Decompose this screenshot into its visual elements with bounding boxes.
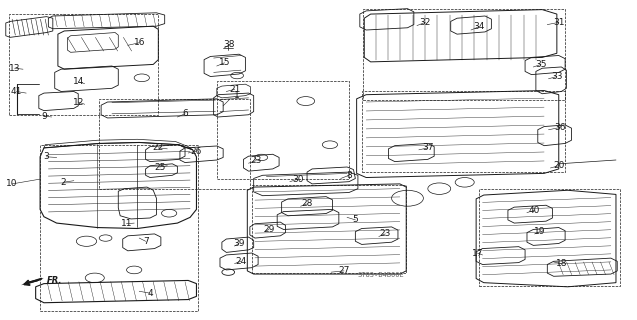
Text: 10: 10: [6, 180, 18, 188]
Text: 23: 23: [250, 156, 262, 165]
Text: 26: 26: [190, 147, 202, 156]
Text: 33: 33: [551, 72, 562, 81]
Bar: [478, 189, 620, 286]
Text: 31: 31: [553, 18, 564, 27]
Text: 32: 32: [420, 18, 431, 27]
Text: 40: 40: [529, 206, 540, 215]
Bar: [363, 9, 565, 100]
Bar: [252, 185, 406, 273]
Text: 11: 11: [121, 219, 132, 228]
Text: 23: 23: [380, 229, 391, 238]
Text: 17: 17: [471, 249, 483, 258]
Text: 30: 30: [292, 175, 304, 184]
Text: 8: 8: [346, 171, 352, 180]
Text: 16: 16: [134, 38, 145, 47]
Text: 20: 20: [553, 161, 564, 170]
Text: 22: 22: [153, 143, 164, 152]
Text: 19: 19: [534, 227, 545, 236]
Text: 7: 7: [143, 237, 148, 246]
Text: 36: 36: [554, 123, 566, 132]
Text: 6: 6: [182, 109, 188, 118]
Text: 21: 21: [229, 85, 240, 94]
Bar: [99, 100, 250, 189]
Text: 12: 12: [73, 98, 84, 107]
Text: 15: 15: [218, 58, 230, 67]
Text: 13: 13: [9, 64, 20, 73]
Text: 28: 28: [301, 199, 313, 208]
Text: 41: 41: [11, 87, 22, 96]
Text: 2: 2: [60, 178, 66, 187]
Text: 24: 24: [235, 257, 247, 266]
Text: 39: 39: [233, 239, 245, 248]
Text: 3: 3: [43, 152, 49, 161]
Bar: [217, 81, 349, 179]
Text: 9: 9: [41, 112, 47, 121]
Polygon shape: [21, 278, 44, 285]
Text: 18: 18: [555, 259, 567, 268]
Bar: [362, 92, 565, 172]
Text: 27: 27: [338, 266, 350, 276]
Text: 5: 5: [352, 215, 358, 224]
Text: ST83-B4B00E: ST83-B4B00E: [357, 272, 404, 278]
Text: 34: 34: [473, 22, 484, 31]
Text: 25: 25: [154, 163, 165, 172]
Text: 14: 14: [73, 77, 84, 86]
Bar: [40, 145, 197, 311]
Text: 29: 29: [263, 225, 275, 234]
Text: 1: 1: [234, 91, 240, 100]
Text: 38: 38: [224, 40, 235, 49]
Text: 4: 4: [147, 289, 153, 298]
Text: 35: 35: [535, 60, 547, 69]
Text: FR.: FR.: [47, 276, 62, 285]
Bar: [9, 14, 159, 115]
Text: 37: 37: [422, 143, 434, 152]
